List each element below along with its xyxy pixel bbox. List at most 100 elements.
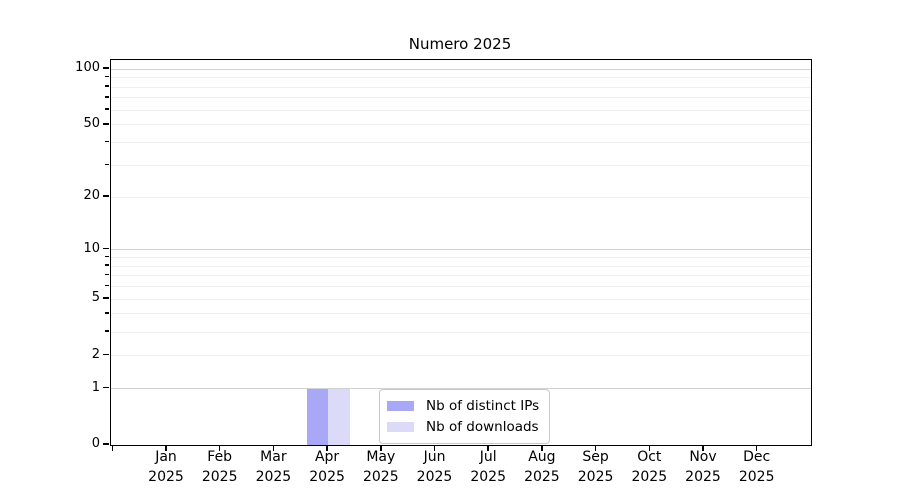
x-tick-jun (433, 445, 436, 451)
legend-label-nb-of-downloads: Nb of downloads (426, 419, 539, 435)
x-tick-sep (594, 445, 597, 451)
gridline-y-3 (111, 331, 811, 333)
y-minor-tick-60 (104, 108, 109, 110)
gridline-y-9 (111, 256, 811, 258)
x-tick-label-mar: Mar 2025 (233, 447, 313, 487)
year-text: 2025 (738, 469, 775, 485)
year-text: 2025 (148, 469, 184, 485)
gridline-y-20 (111, 196, 811, 198)
x-tick-edge (111, 445, 114, 451)
gridline-y-100 (111, 68, 811, 70)
month-text: Feb (207, 449, 233, 465)
month-text: Nov (689, 449, 717, 465)
y-tick-label-50: 50 (83, 115, 100, 131)
y-minor-tick-9 (104, 255, 109, 258)
y-minor-tick-3 (104, 330, 109, 332)
y-tick-50 (102, 123, 109, 125)
bar-nb-of-downloads-apr (328, 388, 350, 445)
gridline-y-2 (111, 355, 811, 357)
y-tick-label-2: 2 (91, 346, 100, 362)
x-tick-jan (165, 445, 167, 451)
y-minor-tick-90 (104, 75, 109, 78)
gridline-y-80 (111, 86, 811, 88)
year-text: 2025 (201, 469, 238, 485)
x-tick-feb (218, 445, 221, 451)
y-minor-tick-70 (104, 96, 109, 98)
x-tick-dec (755, 445, 758, 451)
x-tick-mar (272, 445, 275, 451)
y-minor-tick-4 (104, 312, 109, 314)
y-minor-tick-6 (104, 284, 109, 287)
y-tick-10 (102, 247, 109, 250)
y-tick-20 (102, 195, 109, 197)
x-tick-label-feb: Feb 2025 (180, 447, 260, 487)
gridline-y-1 (111, 388, 811, 390)
month-text: May (366, 449, 396, 465)
y-minor-tick-40 (104, 140, 109, 143)
gridline-y-30 (111, 164, 811, 166)
y-minor-tick-80 (104, 85, 109, 87)
gridline-y-40 (111, 142, 811, 144)
y-minor-tick-30 (104, 163, 109, 166)
x-tick-label-nov: Nov 2025 (663, 447, 743, 487)
month-text: Oct (637, 449, 662, 465)
year-text: 2025 (309, 469, 345, 485)
x-tick-label-jun: Jun 2025 (395, 447, 475, 487)
y-tick-1 (102, 386, 109, 389)
y-tick-5 (102, 297, 109, 299)
legend-swatch-nb-of-downloads (387, 422, 414, 432)
month-text: Aug (528, 449, 556, 465)
year-text: 2025 (255, 469, 292, 485)
x-tick-nov (702, 445, 704, 451)
y-tick-label-20: 20 (83, 188, 100, 204)
month-text: Mar (260, 449, 287, 465)
month-text: Jan (155, 449, 177, 465)
x-tick-label-oct: Oct 2025 (609, 447, 689, 487)
x-tick-label-apr: Apr 2025 (287, 447, 367, 487)
legend-item-nb-of-distinct-ips: Nb of distinct IPs (387, 397, 539, 415)
year-text: 2025 (416, 469, 453, 485)
y-tick-label-100: 100 (75, 60, 100, 76)
chart-title: Numero 2025 (408, 35, 512, 53)
y-tick-2 (102, 353, 109, 356)
month-text: Apr (314, 449, 340, 465)
gridline-y-50 (111, 124, 811, 126)
gridline-y-5 (111, 298, 811, 300)
gridline-y-60 (111, 109, 811, 111)
x-tick-label-may: May 2025 (341, 447, 421, 487)
year-text: 2025 (631, 469, 668, 485)
x-tick-jul (487, 445, 489, 451)
x-tick-oct (648, 445, 651, 451)
x-tick-label-sep: Sep 2025 (556, 447, 636, 487)
gridline-y-8 (111, 265, 811, 267)
y-tick-100 (102, 67, 109, 69)
gridline-y-70 (111, 97, 811, 99)
month-text: Jul (479, 449, 497, 465)
x-tick-label-jan: Jan 2025 (126, 447, 206, 487)
y-tick-label-0: 0 (91, 436, 100, 451)
y-tick-0 (102, 443, 109, 445)
month-text: Jun (423, 449, 446, 465)
year-text: 2025 (685, 469, 721, 485)
month-text: Sep (582, 449, 609, 465)
x-tick-label-dec: Dec 2025 (717, 447, 797, 487)
gridline-y-10 (111, 249, 811, 251)
x-tick-label-jul: Jul 2025 (448, 447, 528, 487)
gridline-y-4 (111, 313, 811, 315)
y-tick-label-10: 10 (83, 240, 100, 256)
y-tick-label-5: 5 (91, 290, 100, 306)
x-tick-aug (541, 445, 543, 451)
x-tick-apr (326, 445, 328, 451)
year-text: 2025 (362, 469, 399, 485)
x-tick-label-aug: Aug 2025 (502, 447, 582, 487)
plot-area: Nb of distinct IPs Nb of downloads (110, 59, 812, 446)
y-minor-tick-8 (104, 264, 109, 266)
legend-swatch-nb-of-distinct-ips (387, 401, 414, 411)
x-tick-may (380, 445, 382, 451)
year-text: 2025 (524, 469, 560, 485)
year-text: 2025 (470, 469, 506, 485)
legend-item-nb-of-downloads: Nb of downloads (387, 418, 539, 436)
legend-box: Nb of distinct IPs Nb of downloads (379, 389, 551, 444)
gridline-y-7 (111, 275, 811, 277)
